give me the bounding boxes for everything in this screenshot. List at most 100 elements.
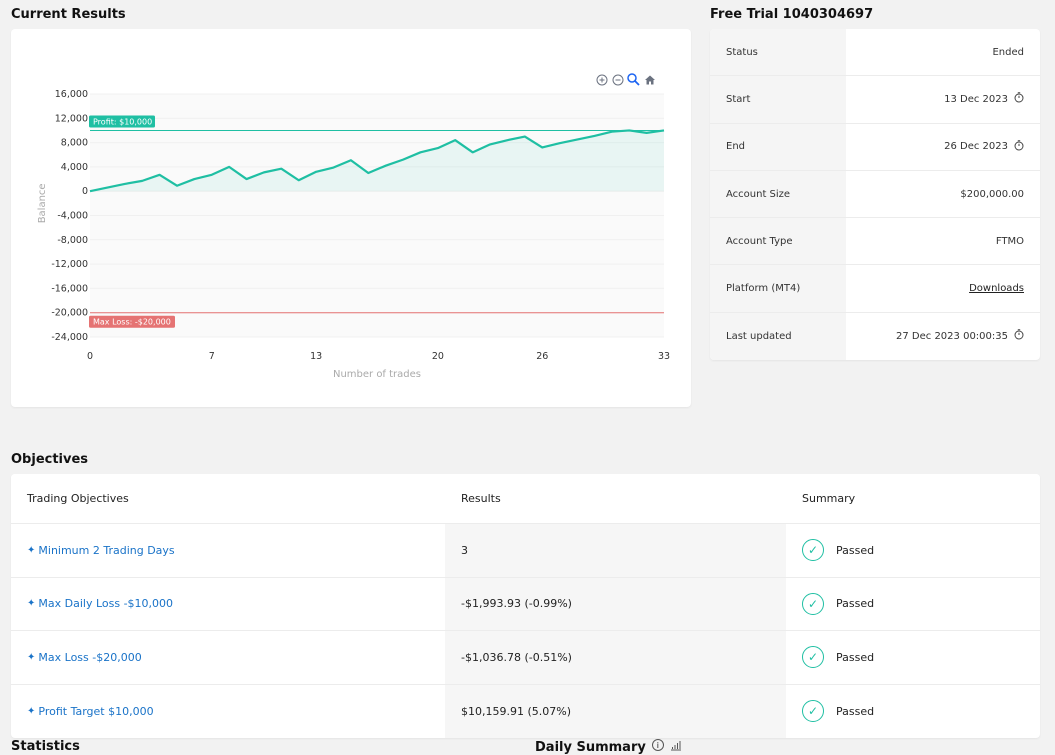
- summary-cell: ✓ Passed: [786, 524, 1040, 577]
- table-header-row: Trading Objectives Results Summary: [11, 474, 1040, 524]
- info-label: Platform (MT4): [710, 265, 846, 312]
- objective-link[interactable]: Max Loss -$20,000: [38, 650, 142, 664]
- objective-cell: ✦ Profit Target $10,000: [11, 685, 445, 739]
- objectives-table: Trading Objectives Results Summary ✦ Mini…: [11, 474, 1040, 738]
- info-value-cell: 13 Dec 2023: [846, 76, 1040, 122]
- plus-icon: ✦: [27, 544, 36, 556]
- summary-status: Passed: [836, 597, 875, 611]
- summary-cell: ✓ Passed: [786, 578, 1040, 631]
- daily-summary-title: Daily Summary: [535, 739, 646, 755]
- stopwatch-icon: [1014, 140, 1024, 154]
- y-axis-label: Balance: [37, 183, 48, 223]
- table-row: ✦ Minimum 2 Trading Days 3 ✓ Passed: [11, 524, 1040, 578]
- info-label: Start: [710, 76, 846, 123]
- balance-area: [90, 130, 664, 192]
- annotation-label: Max Loss: -$20,000: [93, 318, 171, 327]
- header-trading-objectives: Trading Objectives: [11, 474, 445, 523]
- balance-line: [89, 129, 665, 193]
- bar-chart-icon[interactable]: [670, 739, 682, 755]
- info-row: Status Ended: [710, 29, 1040, 77]
- info-value: 26 Dec 2023: [944, 141, 1008, 153]
- info-label: Status: [710, 29, 846, 76]
- info-icon[interactable]: i: [651, 739, 664, 751]
- objective-cell: ✦ Max Loss -$20,000: [11, 631, 445, 684]
- summary-status: Passed: [836, 650, 875, 664]
- annotation-badge: [89, 315, 175, 328]
- check-circle-icon: ✓: [802, 539, 824, 562]
- info-label: Last updated: [710, 312, 846, 360]
- result-cell: -$1,036.78 (-0.51%): [445, 631, 786, 684]
- x-tick-label: 7: [209, 351, 215, 362]
- balance-chart: 16,000 12,000 8,000 4,000 0 -4,000 -8,000 -12,0…: [37, 89, 670, 380]
- plus-icon: ✦: [27, 651, 36, 663]
- result-value: 3: [461, 543, 468, 557]
- y-tick-label: -16,000: [51, 283, 88, 294]
- objective-link[interactable]: Profit Target $10,000: [38, 704, 154, 718]
- plus-icon: ✦: [27, 598, 36, 610]
- zoom-in-icon[interactable]: [595, 73, 608, 86]
- y-tick-label: -4,000: [57, 211, 88, 222]
- info-value: 13 Dec 2023: [944, 93, 1008, 105]
- y-tick-label: 16,000: [55, 89, 88, 100]
- y-tick-label: -12,000: [51, 259, 88, 270]
- y-tick-label: 12,000: [55, 113, 88, 124]
- reset-home-icon[interactable]: [643, 73, 656, 86]
- check-circle-icon: ✓: [802, 700, 824, 723]
- info-row: Last updated 27 Dec 2023 00:00:35: [710, 312, 1040, 360]
- y-tick-label: 4,000: [61, 162, 88, 173]
- summary-cell: ✓ Passed: [786, 631, 1040, 684]
- trial-title: Free Trial 1040304697: [710, 7, 874, 22]
- info-value-cell: 27 Dec 2023 00:00:35: [846, 313, 1040, 360]
- zoom-out-icon[interactable]: [611, 73, 624, 86]
- stopwatch-icon: [1014, 92, 1024, 106]
- summary-status: Passed: [836, 543, 875, 557]
- info-row: End 26 Dec 2023: [710, 123, 1040, 171]
- info-row: Account Size $200,000.00: [710, 170, 1040, 219]
- check-circle-icon: ✓: [802, 592, 824, 615]
- objective-link[interactable]: Max Daily Loss -$10,000: [38, 597, 174, 611]
- objective-link[interactable]: Minimum 2 Trading Days: [38, 543, 175, 557]
- selection-zoom-icon[interactable]: [627, 73, 640, 86]
- summary-cell: ✓ Passed: [786, 685, 1040, 739]
- x-axis-label: Number of trades: [333, 369, 421, 380]
- y-tick-label: -20,000: [51, 308, 88, 319]
- y-tick-label: 8,000: [61, 138, 88, 149]
- statistics-title: Statistics: [11, 739, 80, 754]
- info-value: $200,000.00: [960, 188, 1024, 200]
- info-label: Account Type: [710, 218, 846, 265]
- trial-info-card: Status Ended Start 13 Dec 2023 End 26 Dec 202…: [710, 29, 1040, 360]
- downloads-link[interactable]: Downloads: [969, 283, 1024, 295]
- info-value-cell: $200,000.00: [846, 171, 1040, 217]
- result-value: $10,159.91 (5.07%): [461, 704, 572, 718]
- x-tick-label: 26: [536, 351, 548, 362]
- table-row: ✦ Max Loss -$20,000 -$1,036.78 (-0.51%) ✓ Pa…: [11, 631, 1040, 685]
- current-results-title: Current Results: [11, 7, 126, 22]
- objectives-title: Objectives: [11, 452, 89, 467]
- header-summary: Summary: [786, 474, 1040, 523]
- result-cell: 3: [445, 524, 786, 577]
- result-value: -$1,036.78 (-0.51%): [461, 650, 572, 664]
- y-tick-label: -24,000: [51, 332, 88, 343]
- info-value-cell: Downloads: [846, 265, 1040, 311]
- x-tick-label: 33: [658, 351, 670, 362]
- header-results: Results: [445, 474, 786, 523]
- result-cell: $10,159.91 (5.07%): [445, 684, 786, 738]
- info-value-cell: Ended: [846, 29, 1040, 75]
- y-tick-label: -8,000: [57, 235, 88, 246]
- info-value: 27 Dec 2023 00:00:35: [896, 330, 1008, 342]
- stopwatch-icon: [1014, 329, 1024, 343]
- balance-chart-card: 16,000 12,000 8,000 4,000 0 -4,000 -8,000 -12,0…: [11, 29, 691, 407]
- check-circle-icon: ✓: [802, 646, 824, 669]
- info-label: End: [710, 123, 846, 170]
- summary-status: Passed: [836, 704, 875, 718]
- info-row: Platform (MT4) Downloads: [710, 265, 1040, 313]
- info-value: Ended: [992, 46, 1024, 58]
- daily-summary-title-wrap: Daily Summary i: [535, 739, 682, 755]
- x-tick-label: 20: [432, 351, 444, 362]
- table-row: ✦ Max Daily Loss -$10,000 -$1,993.93 (-0.9…: [11, 577, 1040, 631]
- chart-toolbar: [595, 73, 656, 86]
- info-value: FTMO: [995, 235, 1024, 247]
- annotation-badge: [89, 115, 155, 128]
- plus-icon: ✦: [27, 705, 36, 717]
- annotation-label: Profit: $10,000: [93, 117, 152, 126]
